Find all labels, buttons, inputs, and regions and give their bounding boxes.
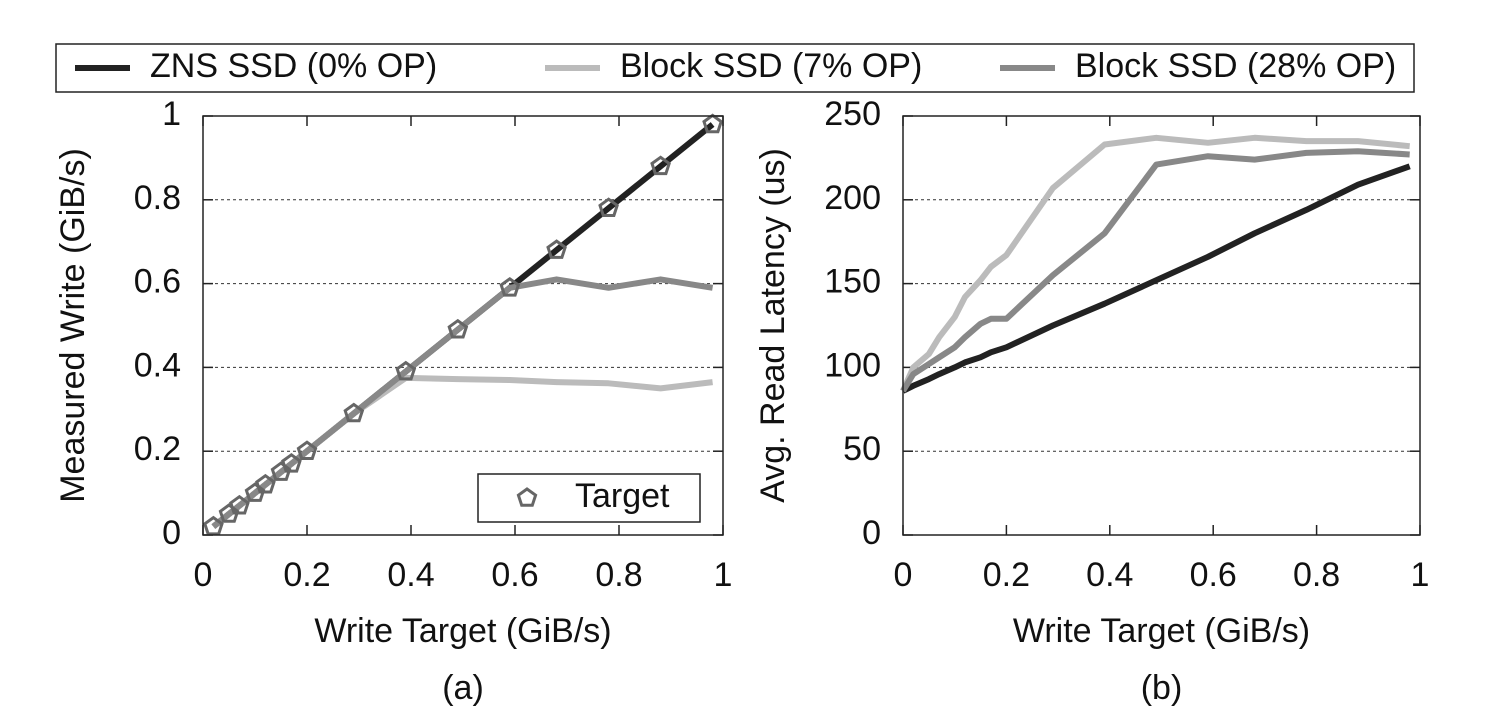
x-tick-label: 0.8 — [1293, 556, 1340, 594]
target-marker — [203, 515, 224, 536]
y-tick-label: 150 — [824, 263, 881, 301]
y-tick-label: 1 — [162, 95, 181, 133]
target-marker — [296, 440, 318, 460]
target-marker — [499, 276, 521, 297]
legend-label: Block SSD (7% OP) — [620, 47, 922, 85]
x-tick-label: 0.2 — [983, 556, 1030, 594]
inner-legend-box — [477, 473, 701, 523]
x-tick-label: 1 — [714, 556, 733, 594]
caption: (a) — [442, 669, 484, 707]
target-marker — [702, 113, 723, 134]
x-tick-label: 0.4 — [387, 556, 434, 594]
target-marker — [218, 503, 240, 523]
y-tick-label: 200 — [824, 179, 881, 217]
series-line — [901, 163, 1411, 394]
x-tick-label: 0.4 — [1086, 556, 1133, 594]
x-tick-label: 0.6 — [1190, 556, 1237, 594]
y-tick-label: 0.6 — [134, 263, 181, 301]
plot-frame — [202, 115, 724, 536]
target-marker — [598, 197, 619, 217]
x-tick-label: 1 — [1411, 556, 1430, 594]
y-tick-label: 0.2 — [134, 430, 181, 468]
target-marker — [447, 318, 469, 339]
legend-box — [55, 43, 1415, 93]
legend-label: Target — [575, 477, 670, 515]
x-tick-label: 0 — [194, 556, 213, 594]
target-marker — [244, 482, 266, 502]
plot-frame — [902, 115, 1421, 536]
y-axis-title: Avg. Read Latency (us) — [754, 148, 792, 503]
series-line — [900, 134, 1410, 393]
x-axis-title: Write Target (GiB/s) — [1013, 612, 1310, 650]
y-tick-label: 0.4 — [134, 346, 181, 384]
y-tick-label: 250 — [824, 95, 881, 133]
target-marker — [270, 461, 292, 481]
target-marker — [229, 494, 250, 515]
y-tick-label: 50 — [843, 430, 881, 468]
caption: (b) — [1141, 669, 1183, 707]
target-marker — [255, 473, 276, 494]
y-tick-label: 0 — [162, 514, 181, 552]
y-tick-label: 100 — [824, 346, 881, 384]
y-axis-title: Measured Write (GiB/s) — [54, 148, 92, 503]
x-tick-label: 0.6 — [491, 556, 538, 594]
legend-label: Block SSD (28% OP) — [1075, 47, 1396, 85]
target-marker — [281, 452, 302, 473]
legend-label: ZNS SSD (0% OP) — [150, 47, 437, 85]
target-marker — [650, 155, 671, 176]
target-marker — [546, 239, 567, 259]
y-tick-label: 0.8 — [134, 179, 181, 217]
series-line — [900, 148, 1410, 393]
target-marker — [343, 402, 365, 423]
legend-swatch — [516, 487, 538, 507]
x-tick-label: 0.2 — [283, 556, 330, 594]
x-tick-label: 0.8 — [595, 556, 642, 594]
x-tick-label: 0 — [894, 556, 913, 594]
series-line — [211, 276, 714, 529]
x-axis-title: Write Target (GiB/s) — [314, 612, 611, 650]
target-marker — [395, 360, 417, 381]
y-tick-label: 0 — [862, 514, 881, 552]
